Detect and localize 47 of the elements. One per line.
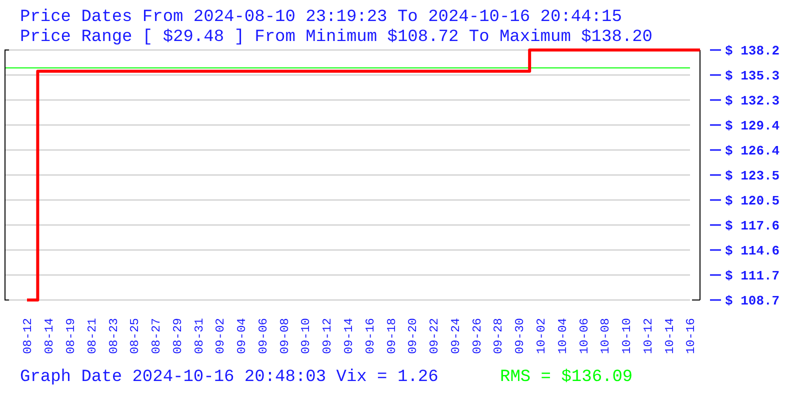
x-tick-label: 09-06: [256, 318, 270, 354]
x-tick-label: 10-10: [620, 318, 634, 354]
x-tick-label: 09-12: [320, 318, 335, 354]
x-tick-label: 08-21: [85, 318, 100, 354]
x-tick-label: 09-30: [513, 318, 528, 354]
x-tick-label: 10-08: [598, 318, 613, 354]
text: Graph Date 2024-10-16 20:48:03 Vix = 1.26: [20, 368, 438, 387]
x-tick-label: 08-14: [42, 318, 57, 354]
y-tick-label: $ 117.6: [725, 218, 780, 234]
y-tick-label: $ 126.4: [725, 144, 780, 159]
x-tick-label: 08-19: [64, 318, 78, 354]
x-tick-label: 09-02: [214, 318, 228, 354]
x-tick-label: 09-20: [406, 318, 420, 354]
y-tick-label: $ 123.5: [725, 168, 780, 184]
x-tick-label: 09-14: [342, 318, 356, 354]
x-tick-label: 08-23: [106, 318, 121, 354]
x-tick-label: 10-02: [534, 318, 548, 354]
x-tick-label: 09-08: [278, 318, 292, 354]
x-tick-label: 09-04: [235, 318, 250, 354]
x-tick-label: 10-06: [577, 318, 592, 354]
x-tick-label: 09-22: [428, 318, 442, 354]
y-tick-label: $ 111.7: [725, 268, 780, 284]
ref-line-label: RMS = $136.09: [500, 368, 633, 387]
x-tick-label: 10-14: [662, 318, 677, 354]
chart-subtitle: Price Range [ $29.48 ] From Minimum $108.72 To Maximum $138.20: [20, 28, 653, 47]
x-tick-label: 09-10: [299, 318, 314, 354]
chart-title: Price Dates From 2024-08-10 23:19:23 To 2024-10-16 20:44:15: [20, 8, 622, 27]
y-tick-label: $ 108.7: [725, 294, 780, 309]
x-tick-label: 08-12: [21, 318, 36, 354]
y-tick-label: $ 138.2: [725, 44, 780, 59]
x-tick-label: 08-27: [150, 318, 164, 354]
x-tick-label: 09-26: [470, 318, 484, 354]
y-tick-label: $ 129.4: [725, 118, 780, 134]
x-tick-label: 10-12: [641, 318, 656, 354]
x-tick-label: 09-24: [448, 318, 463, 354]
x-tick-label: 10-04: [556, 318, 570, 354]
x-tick-label: 08-29: [170, 318, 185, 354]
y-tick-label: $ 114.6: [725, 244, 780, 259]
y-tick-label: $ 132.3: [725, 94, 780, 109]
x-tick-label: 10-16: [684, 318, 698, 354]
x-tick-label: 09-18: [384, 318, 399, 354]
x-tick-label: 08-25: [128, 318, 142, 354]
y-tick-label: $ 120.5: [725, 194, 780, 209]
x-tick-label: 09-28: [492, 318, 506, 354]
x-tick-label: 09-16: [363, 318, 378, 354]
y-tick-label: $ 135.3: [725, 68, 780, 84]
x-tick-label: 08-31: [192, 318, 206, 354]
